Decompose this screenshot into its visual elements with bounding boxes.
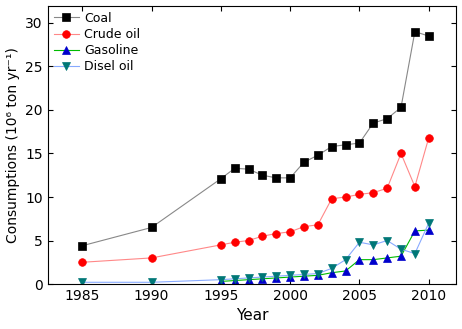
Crude oil (329, 197, 334, 201)
Disel oil (260, 275, 265, 279)
Crude oil (301, 225, 307, 229)
Disel oil (79, 280, 85, 284)
Crude oil (426, 136, 432, 140)
Gasoline (218, 279, 224, 283)
Coal (329, 144, 334, 148)
Coal (412, 30, 418, 34)
Coal (357, 141, 362, 145)
Disel oil (218, 278, 224, 282)
Gasoline (274, 276, 279, 280)
Disel oil (371, 243, 376, 247)
Crude oil (412, 185, 418, 189)
Gasoline (232, 279, 237, 283)
Gasoline (287, 275, 293, 279)
Crude oil (384, 186, 390, 190)
Line: Coal: Coal (79, 28, 432, 250)
Disel oil (315, 272, 321, 276)
Crude oil (357, 192, 362, 196)
Disel oil (426, 221, 432, 225)
Gasoline (260, 277, 265, 281)
Line: Disel oil: Disel oil (79, 219, 432, 286)
Crude oil (371, 191, 376, 195)
Disel oil (274, 274, 279, 278)
Gasoline (301, 274, 307, 278)
Disel oil (287, 273, 293, 277)
Coal (426, 34, 432, 38)
Gasoline (246, 278, 251, 282)
Coal (371, 121, 376, 125)
Coal (260, 173, 265, 177)
Disel oil (343, 258, 348, 262)
Gasoline (329, 271, 334, 275)
Coal (301, 160, 307, 164)
Disel oil (246, 276, 251, 280)
Crude oil (246, 239, 251, 242)
Disel oil (398, 247, 404, 251)
Line: Crude oil: Crude oil (79, 134, 432, 266)
Gasoline (384, 256, 390, 260)
Disel oil (329, 266, 334, 270)
Coal (384, 117, 390, 121)
Gasoline (343, 269, 348, 273)
Coal (398, 105, 404, 109)
Crude oil (218, 243, 224, 247)
Crude oil (274, 232, 279, 236)
Crude oil (343, 195, 348, 199)
Coal (315, 153, 321, 157)
Gasoline (357, 258, 362, 262)
Crude oil (398, 152, 404, 156)
Disel oil (232, 277, 237, 281)
Disel oil (384, 239, 390, 242)
Coal (343, 143, 348, 147)
Disel oil (149, 280, 154, 284)
Y-axis label: Consumptions (10⁶ ton yr⁻¹): Consumptions (10⁶ ton yr⁻¹) (6, 47, 19, 243)
Crude oil (232, 240, 237, 244)
Gasoline (426, 228, 432, 232)
Coal (246, 167, 251, 171)
Legend: Coal, Crude oil, Gasoline, Disel oil: Coal, Crude oil, Gasoline, Disel oil (51, 9, 142, 76)
X-axis label: Year: Year (236, 309, 268, 323)
Disel oil (412, 252, 418, 256)
Crude oil (260, 234, 265, 238)
Coal (274, 176, 279, 180)
Gasoline (412, 229, 418, 233)
Gasoline (398, 254, 404, 258)
Crude oil (149, 256, 154, 260)
Crude oil (315, 223, 321, 227)
Coal (218, 177, 224, 181)
Line: Gasoline: Gasoline (217, 226, 432, 285)
Gasoline (315, 273, 321, 277)
Gasoline (371, 258, 376, 262)
Crude oil (287, 230, 293, 234)
Disel oil (357, 240, 362, 244)
Coal (149, 225, 154, 229)
Disel oil (301, 272, 307, 276)
Coal (79, 244, 85, 248)
Coal (232, 166, 237, 170)
Crude oil (79, 260, 85, 264)
Coal (287, 176, 293, 180)
